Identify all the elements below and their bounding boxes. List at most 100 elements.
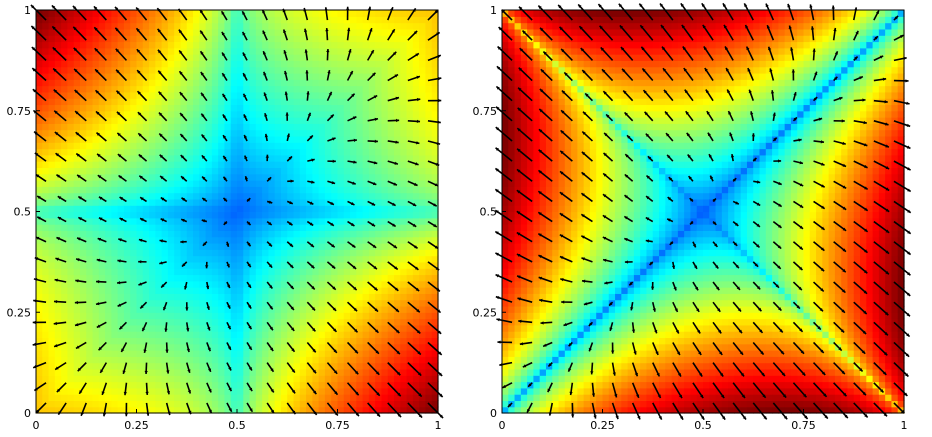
left-heat-cell (237, 35, 244, 43)
left-heat-cell (161, 47, 169, 55)
left-heat-cell (387, 192, 395, 200)
left-heat-cell (431, 224, 439, 231)
left-heat-cell (174, 192, 182, 200)
left-heat-cell (425, 381, 433, 389)
left-heat-cell (149, 350, 156, 357)
left-heat-cell (293, 16, 301, 24)
left-heat-cell (362, 22, 370, 30)
left-heat-cell (287, 35, 295, 43)
left-heat-cell (268, 85, 276, 93)
left-heat-cell (299, 287, 307, 294)
left-heat-cell (425, 337, 433, 345)
left-heat-cell (36, 135, 43, 143)
left-heat-cell (111, 268, 119, 276)
left-heat-cell (406, 312, 414, 320)
left-heat-cell (130, 60, 138, 68)
left-heat-cell (243, 362, 251, 370)
left-heat-cell (350, 72, 357, 80)
left-heat-cell (136, 268, 144, 276)
left-arrow-head (77, 237, 81, 241)
left-heat-cell (306, 242, 313, 250)
left-heat-cell (280, 91, 288, 99)
left-heat-cell (312, 91, 320, 99)
left-heat-cell (356, 117, 364, 124)
left-heat-cell (400, 211, 408, 219)
left-heat-cell (123, 123, 131, 131)
left-heat-cell (167, 35, 175, 43)
left-heat-cell (161, 236, 169, 244)
left-arrow-head (332, 307, 337, 311)
left-heat-cell (174, 324, 182, 332)
left-heat-cell (79, 299, 87, 307)
left-heat-cell (387, 129, 395, 137)
left-heat-cell (218, 224, 226, 231)
left-heat-cell (237, 387, 244, 395)
left-arrow-head (370, 50, 374, 54)
left-heat-cell (337, 198, 345, 206)
left-heat-cell (406, 104, 414, 112)
left-heat-cell (318, 180, 326, 187)
left-heat-cell (400, 356, 408, 364)
left-heat-cell (343, 148, 351, 156)
left-heat-cell (287, 54, 295, 61)
left-heat-cell (255, 79, 263, 87)
left-heat-cell (180, 381, 188, 389)
left-heat-cell (356, 312, 364, 320)
left-heat-cell (117, 224, 125, 231)
left-heat-cell (274, 224, 282, 231)
left-heat-cell (255, 98, 263, 106)
left-heat-cell (306, 167, 313, 175)
left-heat-cell (149, 41, 156, 49)
left-heat-cell (350, 280, 357, 288)
left-heat-cell (356, 230, 364, 238)
left-heat-cell (193, 28, 200, 36)
left-heat-cell (48, 98, 56, 106)
left-heat-cell (306, 406, 313, 414)
left-heat-cell (237, 28, 244, 36)
left-heat-cell (230, 343, 238, 351)
left-heat-cell (381, 72, 389, 80)
left-heat-cell (149, 274, 156, 282)
left-heat-cell (331, 110, 339, 118)
left-arrow-head (52, 47, 57, 51)
left-heat-cell (111, 343, 119, 351)
left-arrow-head (326, 48, 330, 53)
left-heat-cell (48, 268, 56, 276)
left-heat-cell (161, 198, 169, 206)
left-heat-cell (425, 224, 433, 231)
left-heat-cell (230, 299, 238, 307)
left-heat-cell (61, 242, 69, 250)
left-heat-cell (255, 72, 263, 80)
left-heat-cell (306, 255, 313, 263)
left-heat-cell (149, 72, 156, 80)
left-heat-cell (375, 249, 383, 257)
left-heat-cell (105, 274, 112, 282)
left-heat-cell (331, 154, 339, 162)
left-heat-cell (73, 186, 81, 194)
left-heat-cell (394, 230, 401, 238)
left-heat-cell (318, 123, 326, 131)
left-heat-cell (381, 299, 389, 307)
left-heat-cell (419, 10, 427, 17)
left-heat-cell (280, 66, 288, 74)
left-heat-cell (142, 167, 150, 175)
left-arrow-head (31, 47, 36, 51)
left-heat-cell (117, 362, 125, 370)
left-heat-cell (111, 280, 119, 288)
left-heat-cell (79, 148, 87, 156)
left-heat-cell (218, 249, 226, 257)
left-heat-cell (356, 337, 364, 345)
left-heat-cell (230, 230, 238, 238)
left-heat-cell (268, 10, 276, 17)
left-arrow-head (367, 6, 372, 11)
left-heat-cell (400, 230, 408, 238)
left-heat-cell (92, 299, 100, 307)
left-arrow-head (305, 70, 309, 74)
left-heat-cell (193, 343, 200, 351)
left-heat-cell (199, 242, 207, 250)
left-heat-cell (193, 72, 200, 80)
left-heat-cell (274, 406, 282, 414)
left-heat-cell (161, 356, 169, 364)
left-heat-cell (406, 161, 414, 169)
left-heat-cell (425, 406, 433, 414)
